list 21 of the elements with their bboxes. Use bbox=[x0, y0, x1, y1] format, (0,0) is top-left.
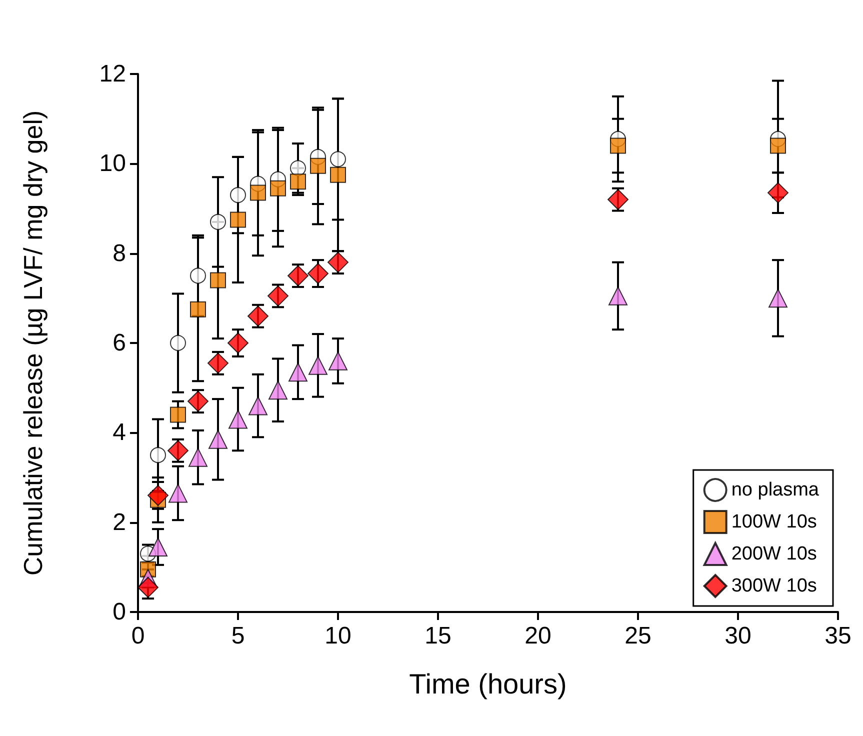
y-tick-label: 2 bbox=[112, 508, 126, 536]
legend-label: 100W 10s bbox=[731, 512, 817, 532]
legend-label: no plasma bbox=[731, 480, 820, 500]
x-tick-label: 30 bbox=[724, 622, 752, 650]
x-tick-label: 25 bbox=[624, 622, 652, 650]
legend-label: 300W 10s bbox=[731, 576, 817, 596]
x-axis-title: Time (hours) bbox=[409, 668, 567, 700]
y-axis-title: Cumulative release (µg LVF/ mg dry gel) bbox=[18, 110, 48, 576]
y-tick-label: 0 bbox=[112, 598, 126, 626]
y-tick-label: 8 bbox=[112, 240, 126, 267]
x-tick-label: 10 bbox=[324, 622, 352, 650]
x-tick-label: 0 bbox=[131, 622, 145, 650]
y-tick-label: 4 bbox=[112, 419, 126, 446]
y-tick-label: 6 bbox=[112, 330, 126, 356]
x-tick-label: 20 bbox=[524, 622, 552, 650]
legend-label: 200W 10s bbox=[731, 544, 817, 564]
y-tick-label: 10 bbox=[99, 150, 126, 178]
y-tick-label: 12 bbox=[99, 60, 126, 88]
x-tick-label: 15 bbox=[424, 622, 452, 650]
x-tick-label: 35 bbox=[824, 622, 852, 650]
x-tick-label: 5 bbox=[231, 622, 245, 650]
